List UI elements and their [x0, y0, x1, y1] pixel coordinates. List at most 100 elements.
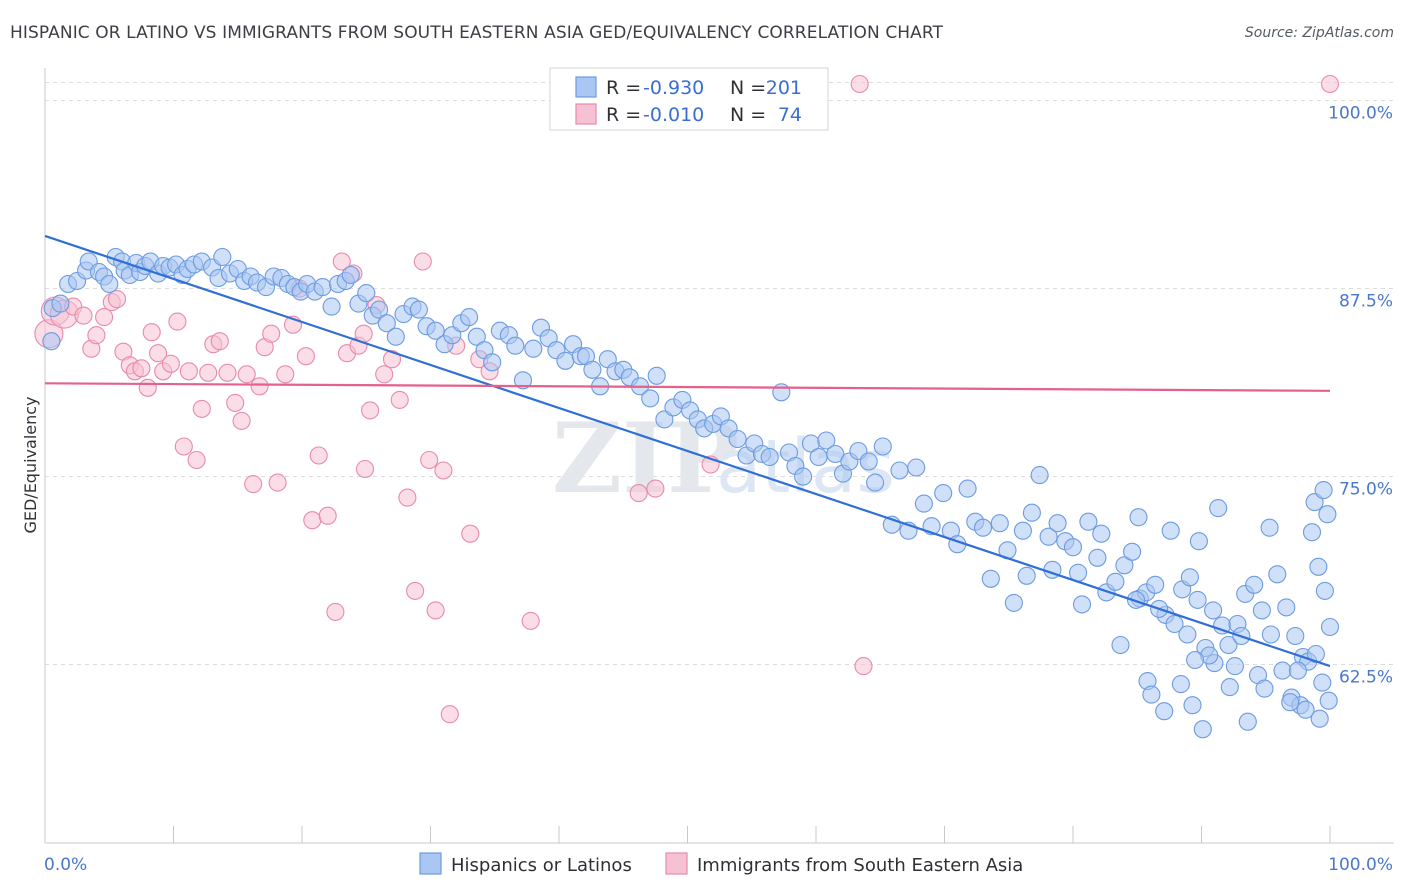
blue-point-62	[467, 327, 486, 346]
blue-point-111	[859, 452, 878, 471]
series-legend: Hispanics or Latinos Immigrants from Sou…	[419, 852, 1023, 876]
blue-point-146	[1146, 575, 1165, 594]
blue-point-113	[873, 437, 892, 456]
pink-point-40	[303, 511, 322, 530]
pink-point-41	[309, 446, 328, 465]
blue-point-59	[443, 326, 462, 345]
blue-point-148	[1165, 614, 1184, 634]
blue-point-142	[1115, 556, 1134, 575]
bottom-legend-swatch-pink[interactable]	[665, 852, 688, 875]
blue-point-202	[1318, 505, 1337, 524]
pink-point-69	[854, 657, 873, 676]
blue-point-158	[1245, 575, 1264, 594]
pink-point-21	[179, 362, 198, 381]
pink-point-44	[332, 252, 351, 271]
pink-point-9	[107, 290, 127, 309]
blue-point-193	[1281, 693, 1300, 712]
blue-point-136	[1063, 538, 1083, 557]
pink-point-29	[232, 411, 251, 430]
legend-n-value-1: 201	[766, 77, 802, 99]
pink-point-43	[326, 602, 345, 621]
blue-point-172	[1171, 675, 1190, 694]
blue-point-143	[1123, 542, 1142, 561]
x-tick-label-1: 100.0%	[1328, 855, 1393, 875]
blue-point-69	[524, 339, 543, 358]
blue-point-186	[1319, 691, 1338, 710]
pink-point-67	[646, 479, 665, 498]
blue-point-42	[313, 278, 332, 297]
blue-point-107	[826, 444, 845, 464]
legend-swatch-blue	[575, 76, 597, 98]
pink-point-34	[262, 324, 281, 343]
blue-point-120	[934, 484, 953, 503]
pink-point-60	[440, 705, 459, 724]
y-axis-label: GED/Equivalency	[21, 396, 40, 533]
pink-point-65	[521, 611, 540, 630]
source-credit: Source: ZipAtlas.com	[1244, 25, 1394, 41]
pink-point-6	[87, 326, 106, 345]
blue-point-204	[1189, 532, 1208, 551]
blue-point-99	[760, 447, 779, 467]
blue-point-187	[1126, 590, 1146, 609]
blue-point-139	[1088, 548, 1107, 567]
pink-point-24	[199, 363, 218, 382]
pink-point-27	[218, 363, 237, 382]
pink-point-18	[161, 354, 180, 373]
axes	[44, 68, 1394, 844]
legend-n-label-1: N =	[730, 77, 766, 99]
blue-point-28	[213, 247, 232, 267]
blue-point-179	[1261, 625, 1280, 644]
blue-point-86	[655, 410, 674, 429]
pink-point-14	[138, 378, 157, 397]
blue-point-192	[1255, 679, 1274, 698]
bottom-legend-label-immigrants[interactable]: Immigrants from South Eastern Asia	[697, 855, 1023, 876]
blue-point-207	[1092, 524, 1111, 543]
correlation-legend: R = -0.930 N = 201 R = -0.010 N = 74	[549, 67, 829, 131]
x-tick-label-0: 0.0%	[44, 855, 87, 875]
blue-point-85	[647, 366, 666, 385]
pink-point-51	[375, 365, 394, 384]
blue-point-203	[1209, 499, 1228, 518]
blue-point-52	[386, 327, 405, 346]
bottom-legend-swatch-blue[interactable]	[419, 852, 442, 875]
blue-point-125	[973, 518, 993, 537]
pink-point-13	[132, 359, 151, 378]
blue-point-151	[1188, 590, 1207, 609]
blue-point-77	[583, 360, 602, 379]
blue-point-117	[907, 458, 926, 477]
y-tick-label-0: 62.5%	[1339, 668, 1393, 688]
blue-point-176	[1220, 678, 1239, 697]
blue-point-199	[1288, 661, 1307, 680]
y-tick-label-1: 75.0%	[1339, 480, 1393, 500]
blue-point-132	[1030, 466, 1049, 485]
blue-point-43	[322, 297, 341, 316]
legend-r-value-1: -0.930	[643, 77, 704, 99]
blue-point-9	[100, 274, 119, 294]
pink-point-28	[226, 393, 245, 412]
y-tick-label-3: 100.0%	[1328, 104, 1393, 124]
blue-point-51	[377, 314, 396, 333]
blue-point-200	[1305, 493, 1324, 512]
blue-point-48	[357, 284, 376, 303]
blue-point-50	[370, 300, 389, 319]
blue-point-64	[483, 353, 502, 372]
trend-line-immigrants	[44, 382, 1331, 392]
blue-point-166	[1309, 557, 1328, 576]
pink-point-23	[192, 399, 211, 418]
pink-point-22	[187, 450, 206, 470]
pink-point-30	[237, 365, 256, 384]
blue-point-168	[1320, 617, 1340, 637]
blue-point-68	[513, 371, 533, 390]
blue-point-105	[809, 447, 828, 467]
blue-point-131	[1022, 503, 1041, 522]
trend-lines	[44, 234, 1331, 668]
blue-point-205	[1161, 521, 1180, 540]
bottom-legend-label-hispanics[interactable]: Hispanics or Latinos	[451, 855, 632, 876]
y-tick-labels: 62.5% 75.0% 87.5% 100.0%	[1328, 104, 1393, 688]
pink-point-42	[318, 506, 337, 525]
blue-point-103	[794, 467, 813, 486]
blue-point-134	[1048, 514, 1067, 533]
blue-point-118	[914, 494, 933, 513]
blue-point-73	[556, 351, 575, 370]
blue-point-153	[1204, 601, 1223, 620]
